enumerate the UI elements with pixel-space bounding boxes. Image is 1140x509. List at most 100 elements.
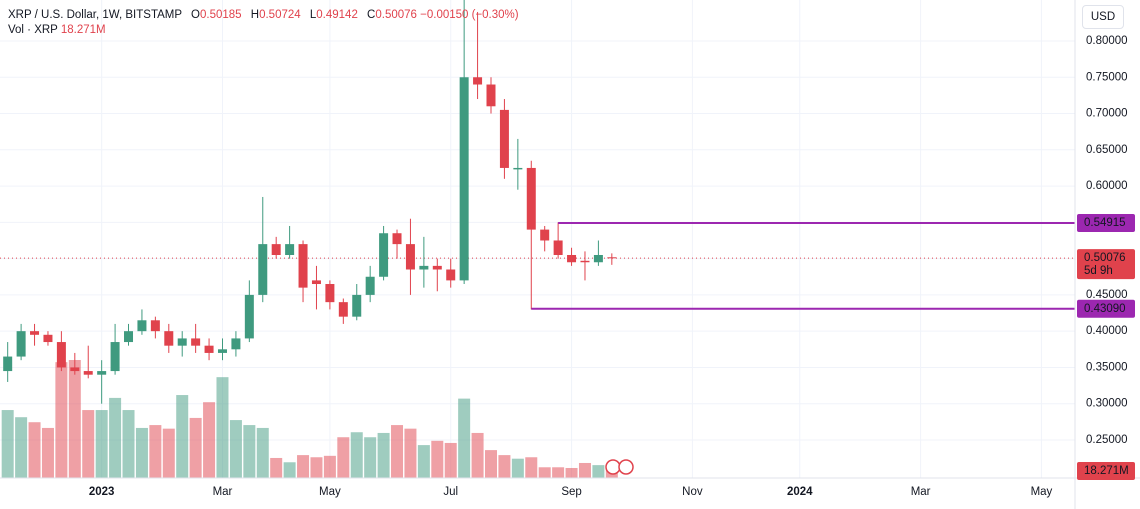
volume-bar (525, 457, 538, 478)
candle-body (513, 167, 523, 170)
volume-bar (256, 427, 269, 478)
volume-bar (283, 462, 296, 478)
y-tick-label: 0.65000 (1086, 144, 1128, 156)
candle-body (3, 356, 13, 372)
c-value: 0.50076 (375, 9, 417, 21)
x-tick-label: Nov (682, 486, 703, 498)
candle-body (593, 254, 603, 263)
candle-body (338, 302, 348, 317)
volume-bar (41, 427, 54, 478)
candle-body (526, 167, 536, 230)
volume-bar (216, 377, 229, 478)
candle-body (325, 284, 335, 303)
candle-body (419, 265, 429, 270)
event-icon[interactable] (618, 459, 634, 475)
candle-body (432, 265, 442, 270)
volume-bar (270, 457, 283, 478)
candle-body (30, 331, 40, 335)
o-key: O (191, 9, 200, 21)
volume-bar (323, 455, 336, 478)
c-key: C (367, 9, 376, 21)
volume-bar (162, 428, 175, 478)
o-value: 0.50185 (199, 9, 242, 21)
volume-bar (109, 397, 122, 478)
candle-body (499, 109, 509, 168)
volume-bar (28, 422, 41, 478)
ohlc-row: XRP / U.S. Dollar, 1W, BITSTAMP O0.50185… (8, 8, 519, 23)
volume-bar (377, 432, 390, 478)
volume-bar (176, 395, 189, 478)
volume-bar (565, 467, 578, 478)
volume-bar (297, 455, 310, 478)
volume-layer (1, 360, 618, 478)
candle-body (540, 229, 550, 241)
candle-body (70, 367, 80, 372)
volume-bar (484, 450, 497, 478)
x-tick-label: Mar (911, 486, 931, 498)
volume-bar (444, 442, 457, 478)
y-tick-label: 0.80000 (1086, 35, 1128, 47)
volume-bar (391, 425, 404, 478)
volume-bar (350, 432, 363, 478)
candle-body (137, 320, 147, 332)
x-tick-label: 2024 (787, 486, 813, 498)
candle-body (124, 331, 134, 343)
volume-label-box (1077, 462, 1135, 480)
volume-bar (471, 432, 484, 478)
candle-body (379, 233, 389, 277)
volume-bar (243, 425, 256, 478)
event-icon[interactable] (605, 459, 621, 475)
candle-body (16, 331, 26, 357)
candle-body (285, 244, 295, 255)
x-tick-label: Mar (213, 486, 233, 498)
volume-bar (68, 360, 81, 478)
candle-body (204, 345, 214, 353)
y-tick-label: 0.75000 (1086, 71, 1128, 83)
x-tick-label: Jul (443, 486, 458, 498)
volume-row: Vol · XRP 18.271M (8, 23, 519, 38)
x-tick-label: May (1031, 486, 1053, 498)
countdown-label: 5d 9h (1084, 265, 1113, 277)
candle-body (486, 84, 496, 107)
candle-body (177, 338, 187, 346)
volume-bar (1, 410, 14, 478)
l-key: L (309, 9, 317, 21)
volume-title: Vol · XRP (8, 24, 58, 36)
currency-button[interactable]: USD (1082, 5, 1124, 29)
candle-body (258, 244, 268, 295)
y-tick-label: 0.25000 (1086, 434, 1128, 446)
candle-body (231, 338, 241, 350)
level-label: 0.54915 (1084, 217, 1126, 229)
volume-bar (511, 458, 524, 478)
volume-value: 18.271M (60, 24, 106, 36)
candle-body (311, 280, 321, 285)
symbol: XRP / U.S. Dollar, 1W, BITSTAMP (8, 9, 182, 21)
y-tick-label: 0.70000 (1086, 108, 1128, 120)
candle-body (607, 257, 617, 259)
event-icons (605, 459, 634, 475)
volume-bar (149, 425, 162, 478)
volume-bar (538, 467, 551, 478)
legend-header: XRP / U.S. Dollar, 1W, BITSTAMP O0.50185… (8, 8, 519, 38)
change: −0.00150 (−0.30%) (420, 9, 519, 21)
x-tick-label: Sep (561, 486, 581, 498)
volume-bar (417, 445, 430, 478)
volume-bar (82, 410, 95, 478)
level-label-box (1077, 299, 1135, 318)
volume-bar (337, 437, 350, 478)
candle-body (473, 77, 483, 85)
l-value: 0.49142 (316, 9, 358, 21)
candle-body (298, 244, 308, 288)
volume-bar (310, 457, 323, 478)
y-tick-label: 0.60000 (1086, 180, 1128, 192)
candle-body (244, 294, 254, 339)
candle-body (164, 331, 174, 346)
candle-body (446, 269, 456, 281)
volume-bar (364, 437, 377, 478)
h-key: H (250, 9, 260, 21)
y-tick-label: 0.35000 (1086, 361, 1128, 373)
candle-body (553, 240, 563, 255)
volume-bar (404, 428, 417, 478)
volume-bar (458, 398, 471, 478)
